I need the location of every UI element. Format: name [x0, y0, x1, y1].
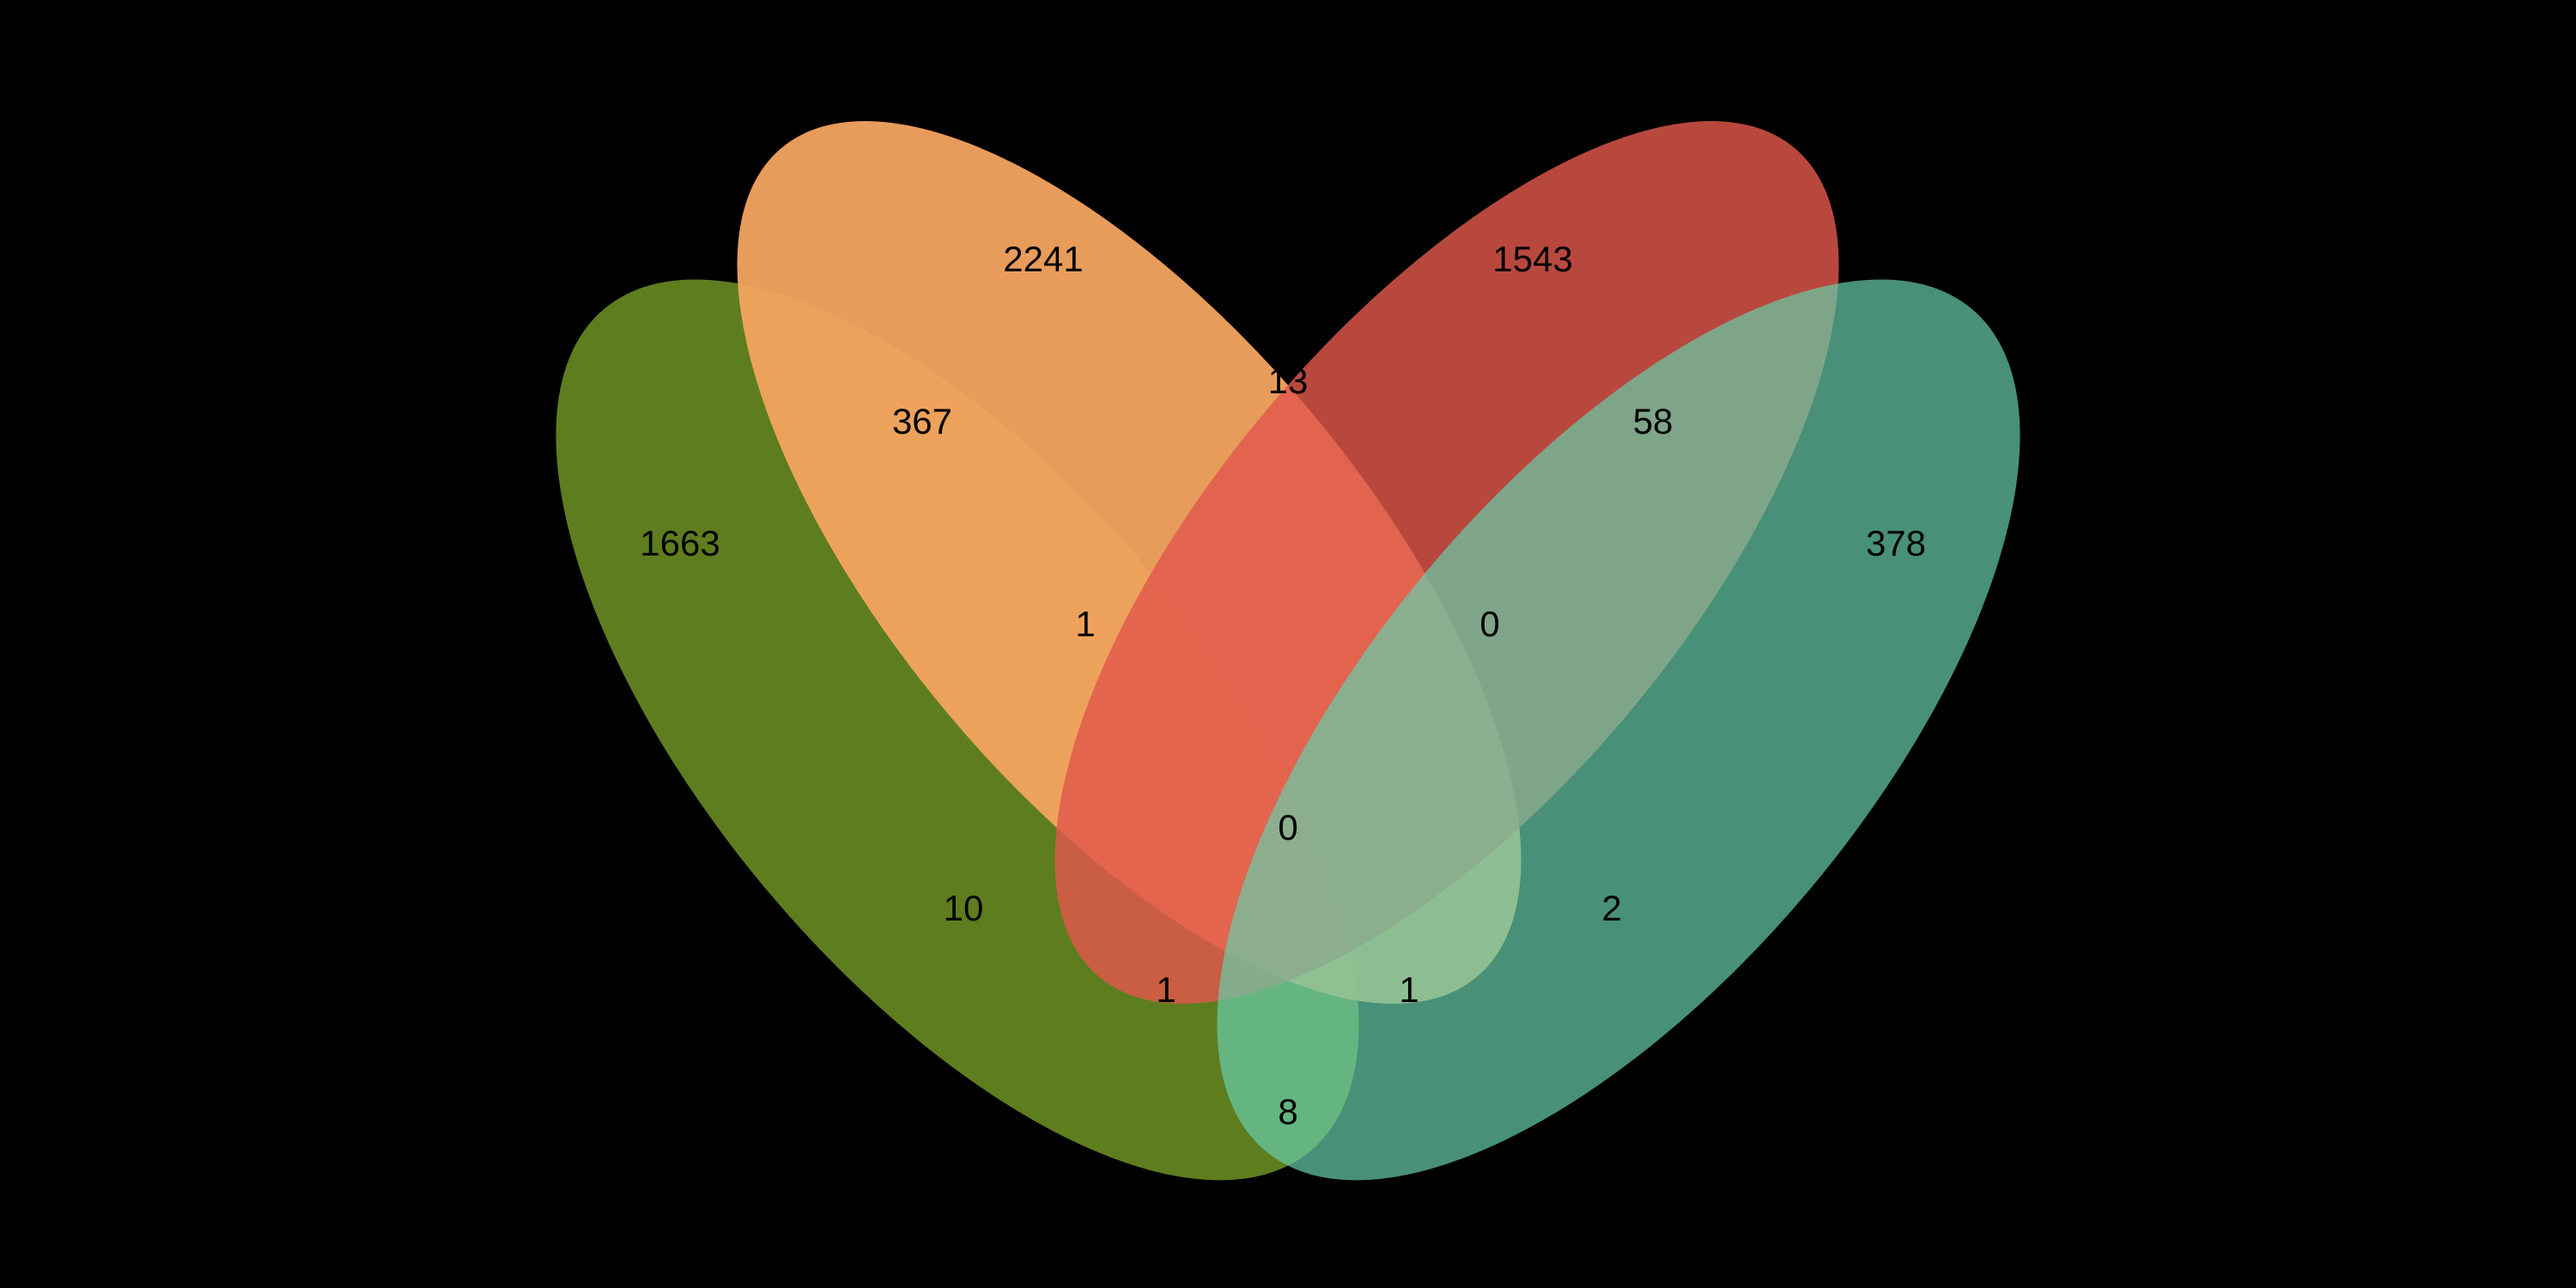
region-abd-label: 1 [1399, 969, 1419, 1010]
region-ab-label: 367 [892, 401, 952, 441]
region-bd-label: 2 [1601, 888, 1621, 928]
set-d-ellipse [1217, 279, 2020, 1181]
region-ac-label: 10 [944, 888, 984, 928]
region-b-only-label: 2241 [1003, 239, 1083, 279]
region-acd-label: 1 [1156, 969, 1176, 1010]
region-ad-label: 8 [1278, 1091, 1297, 1132]
region-a-only-label: 1663 [640, 523, 720, 563]
region-abcd-label: 0 [1278, 807, 1297, 848]
region-bcd-label: 0 [1479, 604, 1499, 644]
region-abc-label: 1 [1075, 604, 1095, 644]
region-cd-label: 58 [1633, 401, 1674, 441]
region-d-only-label: 378 [1866, 523, 1926, 563]
region-bc-label: 13 [1268, 361, 1309, 401]
region-c-only-label: 1543 [1492, 239, 1572, 279]
